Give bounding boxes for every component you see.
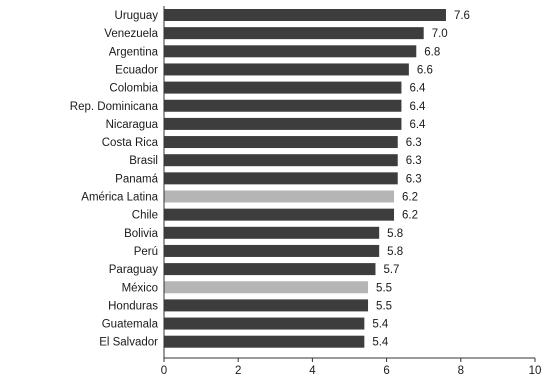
value-label: 6.3 [406, 137, 422, 149]
value-label: 5.5 [376, 282, 392, 294]
bar-5 [164, 99, 402, 112]
value-label: 6.6 [417, 64, 433, 76]
bar-3 [164, 63, 409, 76]
x-tick-label: 10 [529, 365, 542, 376]
bar-4 [164, 81, 402, 94]
x-tick-label: 4 [309, 365, 316, 376]
category-label: Perú [134, 246, 158, 258]
value-label: 6.2 [402, 210, 418, 222]
category-label: Guatemala [102, 319, 159, 331]
category-label: El Salvador [99, 337, 158, 349]
bar-11 [164, 208, 395, 221]
value-label: 5.7 [383, 264, 399, 276]
bar-8 [164, 154, 398, 167]
bar-14 [164, 263, 376, 276]
bar-9 [164, 172, 398, 185]
category-label: Bolivia [124, 228, 158, 240]
bar-7 [164, 136, 398, 149]
bar-10 [164, 190, 395, 203]
category-label: Chile [132, 210, 158, 222]
bar-2 [164, 45, 417, 58]
bars-group [164, 9, 446, 348]
category-label: Colombia [109, 83, 158, 95]
value-label: 5.8 [387, 228, 403, 240]
value-label: 5.4 [372, 319, 389, 331]
bar-1 [164, 27, 424, 40]
category-label: Costa Rica [102, 137, 159, 149]
value-label: 5.5 [376, 300, 392, 312]
value-label: 6.3 [406, 155, 422, 167]
value-label: 6.4 [409, 83, 426, 95]
bar-17 [164, 317, 365, 330]
bar-16 [164, 299, 369, 312]
value-label: 6.4 [409, 101, 426, 113]
category-label: Rep. Dominicana [70, 101, 159, 113]
value-label: 5.8 [387, 246, 403, 258]
value-label: 7.6 [454, 10, 470, 22]
value-label: 6.4 [409, 119, 426, 131]
category-label: México [122, 282, 158, 294]
value-label: 6.2 [402, 192, 418, 204]
x-tick-label: 2 [235, 365, 241, 376]
bar-13 [164, 244, 380, 257]
category-label: Brasil [129, 155, 158, 167]
axes-group: 0 2 4 6 8 10 [161, 6, 542, 376]
bar-6 [164, 117, 402, 130]
category-label: América Latina [81, 192, 158, 204]
bar-12 [164, 226, 380, 239]
value-label: 5.4 [372, 337, 389, 349]
value-label: 6.8 [424, 46, 440, 58]
category-label: Venezuela [104, 28, 158, 40]
category-labels-group: Uruguay Venezuela Argentina Ecuador Colombia… [70, 10, 159, 349]
category-label: Ecuador [115, 64, 158, 76]
x-tick-label: 8 [458, 365, 464, 376]
category-label: Paraguay [109, 264, 158, 276]
category-label: Panamá [115, 173, 158, 185]
category-label: Uruguay [115, 10, 159, 22]
x-tick-label: 6 [383, 365, 389, 376]
bar-0 [164, 9, 446, 21]
category-label: Nicaragua [106, 119, 159, 131]
category-label: Honduras [108, 300, 158, 312]
bar-15 [164, 281, 369, 294]
value-labels-group: 7.6 7.0 6.8 6.6 6.4 6.4 6.4 6.3 6.3 6.3 6.2 6.2 5.8 5… [372, 10, 470, 349]
value-label: 6.3 [406, 173, 422, 185]
value-label: 7.0 [432, 28, 448, 40]
bar-18 [164, 335, 365, 348]
x-tick-label: 0 [161, 365, 167, 376]
category-label: Argentina [109, 46, 159, 58]
